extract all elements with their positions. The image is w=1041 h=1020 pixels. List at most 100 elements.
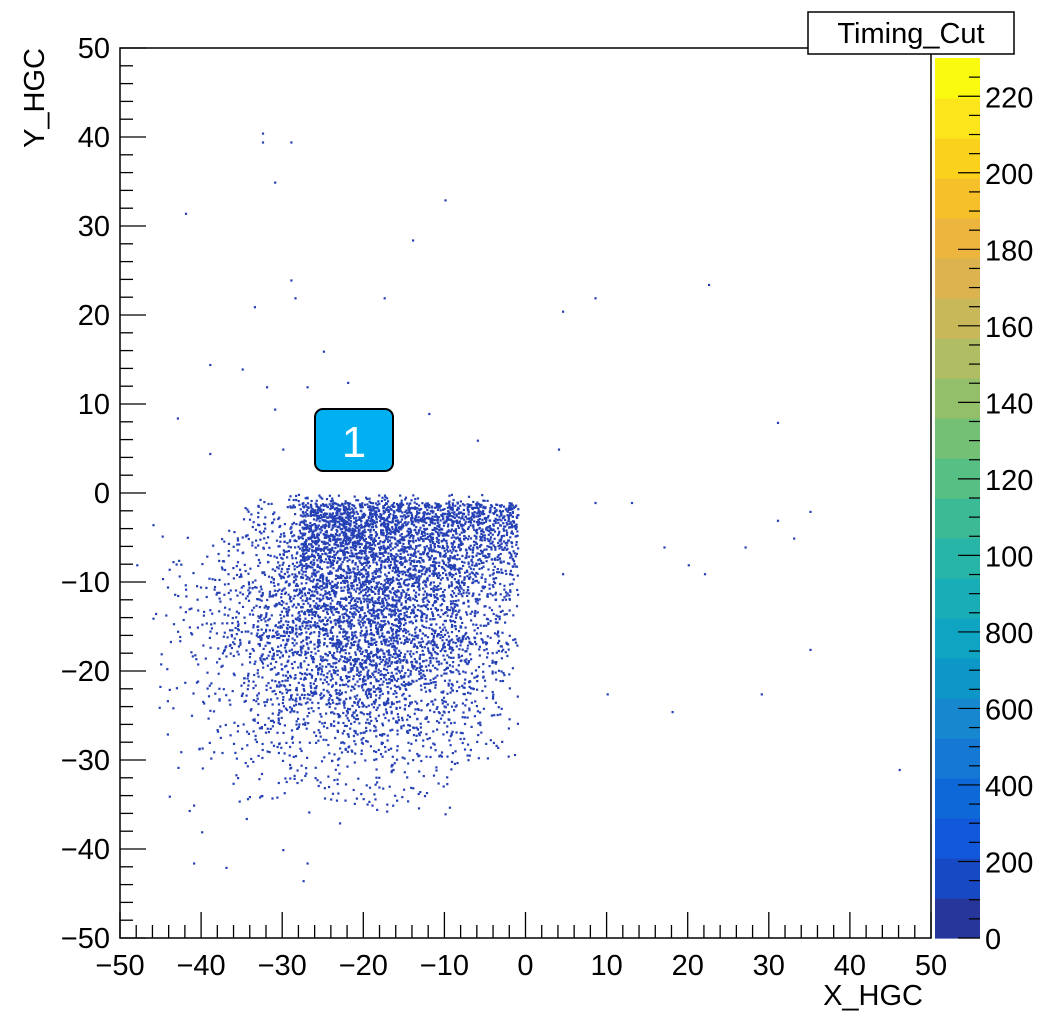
hit-bin: [378, 636, 381, 639]
hit-bin: [387, 540, 390, 543]
hit-bin: [326, 604, 329, 607]
hit-bin: [427, 600, 431, 603]
hit-bin: [188, 809, 191, 813]
hit-bin: [339, 747, 342, 750]
hit-bin: [254, 528, 257, 531]
hit-bin: [321, 660, 324, 663]
hit-bin: [434, 686, 437, 689]
hit-bin: [474, 600, 478, 603]
hit-bin: [478, 567, 481, 570]
hit-bin: [419, 684, 423, 687]
hit-bin: [427, 555, 430, 559]
hit-bin: [286, 627, 289, 630]
hit-bin: [399, 538, 402, 541]
hit-bin: [319, 655, 322, 658]
hit-bin: [436, 728, 439, 731]
hit-bin: [352, 675, 355, 678]
hit-bin: [344, 660, 347, 663]
hit-bin: [309, 605, 312, 608]
hit-bin: [383, 619, 386, 623]
hit-bin: [449, 530, 452, 533]
hit-bin: [439, 604, 442, 607]
hit-bin: [376, 655, 379, 658]
hit-bin: [433, 651, 437, 654]
hit-bin: [399, 627, 402, 631]
hit-bin: [428, 506, 431, 509]
hit-bin: [343, 597, 346, 600]
hit-bin: [283, 631, 286, 634]
hit-bin: [229, 589, 232, 592]
hit-bin: [323, 643, 326, 646]
hit-bin: [243, 700, 246, 703]
hit-bin: [504, 621, 507, 624]
hit-bin: [438, 626, 442, 629]
hit-bin: [433, 710, 436, 714]
hit-bin: [507, 727, 510, 730]
hit-bin: [373, 701, 376, 704]
hit-bin: [388, 658, 391, 661]
hit-bin: [404, 605, 407, 608]
hit-bin: [277, 751, 280, 755]
hit-bin: [378, 649, 381, 652]
hit-bin: [515, 541, 518, 544]
hit-bin: [383, 623, 386, 627]
hit-bin: [401, 573, 404, 576]
hit-bin: [404, 601, 408, 604]
hit-bin: [348, 602, 351, 605]
hit-bin: [213, 622, 216, 625]
hit-bin: [374, 717, 377, 720]
hit-bin: [259, 498, 262, 501]
hit-bin: [454, 565, 457, 568]
hit-bin: [403, 675, 406, 679]
hit-bin: [445, 611, 448, 614]
hit-bin: [419, 722, 422, 725]
hit-bin: [354, 709, 358, 712]
hit-bin: [244, 699, 247, 702]
hit-bin: [415, 619, 418, 622]
hit-bin: [195, 658, 198, 661]
hit-bin: [444, 563, 448, 567]
hit-bin: [311, 593, 314, 596]
hit-bin: [418, 588, 421, 592]
hit-bin: [365, 655, 369, 658]
hit-bin: [325, 680, 328, 684]
hit-bin: [392, 513, 395, 516]
hit-bin: [469, 687, 473, 690]
hit-bin: [419, 654, 422, 657]
hit-bin: [328, 705, 331, 709]
hit-bin: [383, 733, 386, 736]
hit-bin: [470, 672, 473, 675]
hit-bin: [258, 778, 261, 781]
hit-bin: [381, 692, 384, 695]
hit-bin: [436, 720, 439, 723]
hit-bin: [388, 532, 391, 535]
hit-bin: [436, 633, 439, 636]
hit-bin: [417, 807, 421, 810]
hit-bin: [446, 725, 449, 728]
hit-bin: [383, 546, 386, 549]
hit-bin: [278, 685, 281, 688]
hit-bin: [266, 664, 269, 667]
hit-bin: [312, 518, 316, 521]
hit-bin: [356, 669, 359, 672]
hit-bin: [295, 561, 299, 564]
hit-bin: [436, 576, 440, 579]
hit-bin: [349, 546, 352, 549]
hit-bin: [336, 576, 339, 579]
hit-bin: [353, 517, 356, 520]
hit-bin: [418, 678, 421, 681]
hit-bin: [295, 631, 298, 634]
hit-bin: [292, 581, 295, 584]
hit-bin: [364, 569, 367, 572]
hit-bin: [424, 717, 427, 720]
hit-bin: [305, 539, 308, 542]
hit-bin: [285, 602, 288, 605]
hit-bin: [358, 663, 361, 666]
hit-bin: [426, 669, 429, 672]
hit-bin: [281, 589, 284, 592]
hit-bin: [218, 699, 221, 702]
hit-bin: [268, 617, 271, 620]
hit-bin: [327, 699, 330, 702]
hit-bin: [276, 630, 279, 633]
hit-bin: [434, 530, 438, 533]
